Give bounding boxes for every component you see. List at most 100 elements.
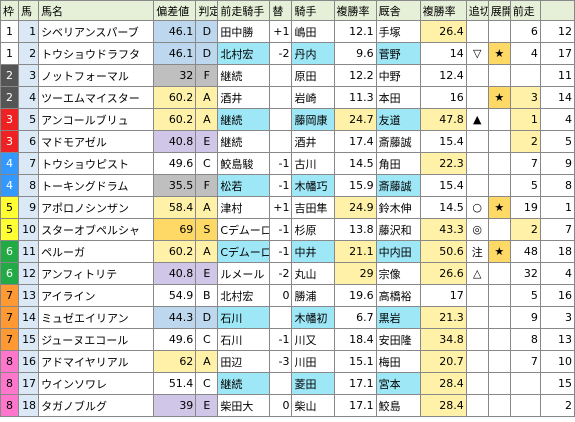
horse-name-cell: ペルーガ bbox=[38, 240, 155, 263]
grade-cell: C bbox=[195, 152, 219, 175]
frame-cell: 5 bbox=[0, 218, 20, 241]
change-cell: +1 bbox=[269, 20, 293, 43]
trainer-cell: 菅野 bbox=[375, 42, 421, 65]
row: 8 16 アドマイヤリアル 62 A 田辺 -3 川田 15.1 梅田 20.7 7 10 bbox=[0, 350, 575, 373]
trainer-rate-cell: 28.4 bbox=[419, 372, 467, 395]
workout-cell: ▽ bbox=[465, 42, 489, 65]
workout-cell bbox=[465, 306, 489, 329]
trainer-rate-cell: 14 bbox=[419, 42, 467, 65]
score-cell: 40.8 bbox=[153, 262, 197, 285]
pace-cell bbox=[487, 394, 511, 417]
horse-name-cell: アンコールブリュ bbox=[38, 108, 155, 131]
grade-cell: S bbox=[195, 218, 219, 241]
row: 5 9 アポロノシンザン 58.4 A 津村 +1 吉田隼 24.9 鈴木伸 14.5 ○ ★ 19 1 bbox=[0, 196, 575, 219]
frame-cell: 7 bbox=[0, 328, 20, 351]
prev-pop-cell: 7 bbox=[509, 350, 541, 373]
row: 4 8 トーキングドラム 35.5 F 松若 -1 木幡巧 15.9 斎藤誠 15.4 5 8 bbox=[0, 174, 575, 197]
pace-cell: ★ bbox=[487, 240, 511, 263]
jockey-rate-cell: 15.1 bbox=[333, 350, 377, 373]
jockey-cell: 丹内 bbox=[291, 42, 335, 65]
trainer-cell: 安田隆 bbox=[375, 328, 421, 351]
popularity-cell: 13 bbox=[539, 328, 575, 351]
trainer-cell: 斎藤誠 bbox=[375, 174, 421, 197]
prev-jockey-cell: 鮫島駿 bbox=[217, 152, 271, 175]
trainer-cell: 宗像 bbox=[375, 262, 421, 285]
horse-name-cell: トウショウドラフタ bbox=[38, 42, 155, 65]
popularity-cell: 2 bbox=[539, 394, 575, 417]
number-cell: 5 bbox=[18, 108, 40, 131]
change-cell bbox=[269, 372, 293, 395]
workout-cell bbox=[465, 130, 489, 153]
horse-name-cell: ジューヌエコール bbox=[38, 328, 155, 351]
trainer-rate-cell: 26.4 bbox=[419, 20, 467, 43]
number-cell: 2 bbox=[18, 42, 40, 65]
jockey-rate-cell: 12.1 bbox=[333, 20, 377, 43]
workout-cell bbox=[465, 20, 489, 43]
jockey-cell: 木幡巧 bbox=[291, 174, 335, 197]
frame-cell: 4 bbox=[0, 174, 20, 197]
header-cell: 判定 bbox=[195, 0, 219, 21]
change-cell: -3 bbox=[269, 350, 293, 373]
popularity-cell: 12 bbox=[539, 20, 575, 43]
popularity-cell: 15 bbox=[539, 372, 575, 395]
workout-cell: ◎ bbox=[465, 218, 489, 241]
grade-cell: C bbox=[195, 328, 219, 351]
workout-cell: ○ bbox=[465, 196, 489, 219]
header-cell: 騎手 bbox=[291, 0, 335, 21]
trainer-rate-cell: 26.6 bbox=[419, 262, 467, 285]
jockey-rate-cell: 29 bbox=[333, 262, 377, 285]
prev-jockey-cell: 北村宏 bbox=[217, 284, 271, 307]
table-body: 1 1 シベリアンスパーブ 46.1 D 田中勝 +1 嶋田 12.1 手塚 26.4 6 12 1 2 トウ… bbox=[0, 20, 575, 417]
jockey-rate-cell: 15.9 bbox=[333, 174, 377, 197]
trainer-rate-cell: 14.5 bbox=[419, 196, 467, 219]
number-cell: 17 bbox=[18, 372, 40, 395]
score-cell: 44.3 bbox=[153, 306, 197, 329]
jockey-cell: 丸山 bbox=[291, 262, 335, 285]
popularity-cell: 4 bbox=[539, 262, 575, 285]
workout-cell bbox=[465, 284, 489, 307]
change-cell bbox=[269, 130, 293, 153]
frame-cell: 5 bbox=[0, 196, 20, 219]
grade-cell: C bbox=[195, 372, 219, 395]
row: 7 14 ミュゼエイリアン 44.3 D 石川 木幡初 6.7 黒岩 21.3 9 3 bbox=[0, 306, 575, 329]
header-row: 枠馬馬名偏差値判定前走騎手替騎手複勝率厩舎複勝率追切展開前走 bbox=[0, 0, 575, 21]
pace-cell bbox=[487, 130, 511, 153]
jockey-cell: 古川 bbox=[291, 152, 335, 175]
pace-cell bbox=[487, 306, 511, 329]
popularity-cell: 3 bbox=[539, 306, 575, 329]
score-cell: 60.2 bbox=[153, 86, 197, 109]
change-cell bbox=[269, 86, 293, 109]
prev-jockey-cell: ルメール bbox=[217, 262, 271, 285]
jockey-cell: 木幡初 bbox=[291, 306, 335, 329]
popularity-cell: 18 bbox=[539, 240, 575, 263]
trainer-cell: 鈴木伸 bbox=[375, 196, 421, 219]
header-cell: 前走 bbox=[509, 0, 541, 21]
trainer-rate-cell: 22.3 bbox=[419, 152, 467, 175]
frame-cell: 2 bbox=[0, 86, 20, 109]
jockey-rate-cell: 17.1 bbox=[333, 394, 377, 417]
jockey-cell: 菱田 bbox=[291, 372, 335, 395]
number-cell: 15 bbox=[18, 328, 40, 351]
pace-cell bbox=[487, 372, 511, 395]
popularity-cell: 17 bbox=[539, 42, 575, 65]
row: 6 11 ペルーガ 60.2 A Cデムーロ -1 中井 21.1 中内田 50.6 注 ★ 48 18 bbox=[0, 240, 575, 263]
trainer-cell: 友道 bbox=[375, 108, 421, 131]
jockey-rate-cell: 13.8 bbox=[333, 218, 377, 241]
trainer-cell: 中内田 bbox=[375, 240, 421, 263]
prev-jockey-cell: 柴田大 bbox=[217, 394, 271, 417]
score-cell: 49.6 bbox=[153, 152, 197, 175]
prev-jockey-cell: 継続 bbox=[217, 130, 271, 153]
horse-name-cell: アンフィトリテ bbox=[38, 262, 155, 285]
score-cell: 60.2 bbox=[153, 240, 197, 263]
grade-cell: A bbox=[195, 240, 219, 263]
header-cell: 枠 bbox=[0, 0, 20, 21]
prev-jockey-cell: Cデムーロ bbox=[217, 218, 271, 241]
jockey-rate-cell: 17.1 bbox=[333, 372, 377, 395]
number-cell: 4 bbox=[18, 86, 40, 109]
workout-cell bbox=[465, 350, 489, 373]
score-cell: 40.8 bbox=[153, 130, 197, 153]
horse-name-cell: ウインソワレ bbox=[38, 372, 155, 395]
workout-cell bbox=[465, 394, 489, 417]
row: 7 15 ジューヌエコール 49.6 C 石川 -1 川又 18.4 安田隆 34.8 8 13 bbox=[0, 328, 575, 351]
frame-cell: 8 bbox=[0, 394, 20, 417]
